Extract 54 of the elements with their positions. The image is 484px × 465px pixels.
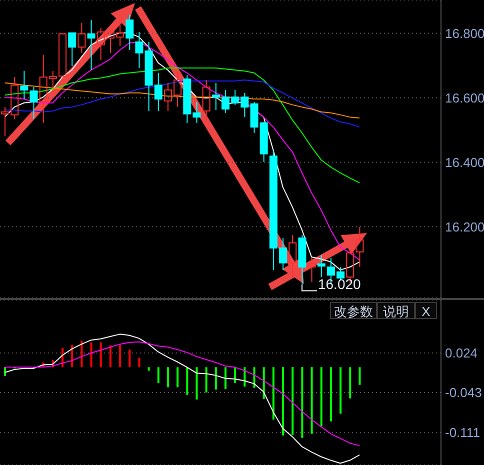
bar <box>358 367 361 385</box>
candlestick <box>30 86 38 120</box>
text: X <box>415 302 437 319</box>
y-tick-label: 0.024 <box>445 346 478 361</box>
candlestick <box>78 22 86 54</box>
y-tick-label: 16.600 <box>445 90 484 106</box>
candlestick <box>20 70 28 100</box>
bar <box>157 367 160 384</box>
bar <box>292 367 294 435</box>
y-tick-label: -0.043 <box>445 385 482 400</box>
bar <box>349 367 352 398</box>
bar <box>301 367 304 438</box>
bar <box>330 367 332 422</box>
y-tick-label: 16.200 <box>445 219 484 234</box>
candlestick <box>202 79 210 122</box>
bar <box>224 367 226 389</box>
bar <box>128 350 131 368</box>
bar <box>340 367 342 414</box>
bar <box>320 367 322 426</box>
bar <box>80 340 83 368</box>
bar <box>186 367 188 395</box>
candlestick <box>317 254 326 278</box>
bar <box>148 367 150 371</box>
bar <box>138 358 140 368</box>
candlestick <box>288 234 297 278</box>
bar <box>4 367 6 376</box>
candlestick <box>87 19 96 70</box>
bar <box>176 367 179 388</box>
y-tick-label: 16.800 <box>445 26 484 41</box>
bar <box>205 367 208 393</box>
bar <box>282 367 284 436</box>
bar <box>109 345 112 368</box>
line-series <box>4 79 360 128</box>
y-tick-label: -0.111 <box>445 425 480 440</box>
bar <box>196 367 198 400</box>
bar <box>272 367 274 420</box>
bar <box>90 342 92 368</box>
bar <box>100 342 102 368</box>
bar <box>119 344 122 368</box>
bar <box>214 367 217 390</box>
text: 说明 <box>377 302 415 319</box>
candlestick <box>68 32 76 67</box>
line-series <box>4 68 360 184</box>
bar <box>310 367 313 434</box>
candlestick <box>126 14 134 50</box>
candlestick <box>135 31 144 69</box>
candlestick <box>308 258 316 282</box>
y-tick-label: 16.400 <box>445 154 484 170</box>
annotation: 16.020 <box>318 276 362 292</box>
line-series <box>4 341 360 446</box>
bar <box>166 367 169 388</box>
annotation: 改参数 <box>330 302 377 319</box>
candlestick <box>356 226 364 268</box>
line-series <box>4 334 360 464</box>
